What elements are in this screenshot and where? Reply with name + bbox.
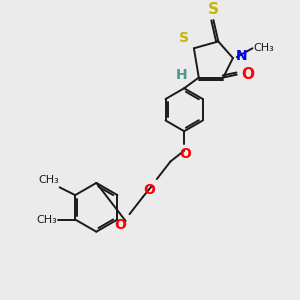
Text: O: O [115, 218, 127, 232]
Text: O: O [242, 67, 255, 82]
Text: H: H [176, 68, 187, 82]
Text: S: S [208, 2, 219, 17]
Text: S: S [179, 32, 189, 45]
Text: CH₃: CH₃ [36, 214, 57, 224]
Text: O: O [143, 183, 155, 197]
Text: CH₃: CH₃ [38, 176, 58, 185]
Text: N: N [236, 49, 248, 63]
Text: CH₃: CH₃ [254, 43, 274, 53]
Text: O: O [179, 147, 191, 161]
